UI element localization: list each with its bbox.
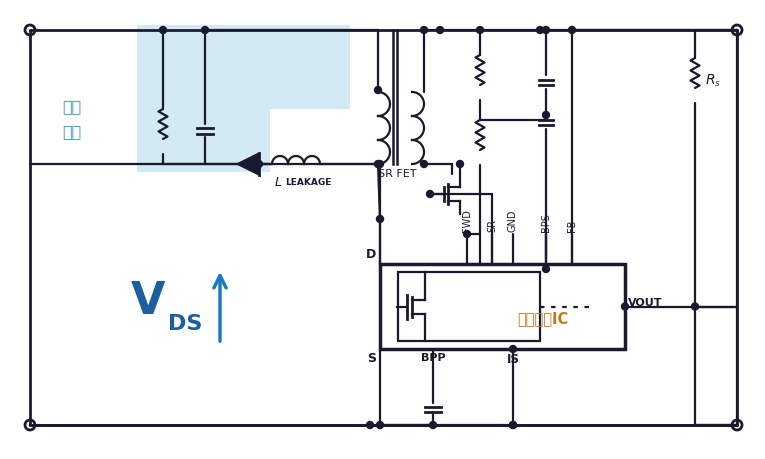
Text: SR FET: SR FET: [379, 169, 417, 179]
Text: GND: GND: [508, 209, 518, 232]
Text: SR: SR: [487, 219, 497, 232]
Circle shape: [366, 421, 373, 429]
Circle shape: [457, 161, 464, 168]
Text: S: S: [367, 352, 376, 365]
Circle shape: [542, 265, 549, 273]
Circle shape: [376, 215, 383, 223]
Circle shape: [421, 161, 428, 168]
Circle shape: [201, 27, 209, 34]
Text: $_S$: $_S$: [714, 79, 721, 89]
Bar: [380, 264, 625, 349]
Circle shape: [542, 112, 549, 118]
Text: FWD: FWD: [462, 209, 472, 232]
Text: D: D: [366, 248, 376, 261]
Polygon shape: [137, 25, 350, 172]
Circle shape: [376, 161, 383, 168]
Polygon shape: [237, 153, 259, 175]
Circle shape: [509, 421, 516, 429]
Text: BPS: BPS: [541, 213, 551, 232]
Text: BPP: BPP: [421, 353, 445, 363]
Circle shape: [421, 27, 428, 34]
Circle shape: [509, 346, 516, 353]
Circle shape: [375, 161, 382, 168]
Text: $L$: $L$: [274, 176, 282, 189]
Circle shape: [427, 190, 434, 197]
Text: FB: FB: [567, 219, 577, 232]
Text: 初级
钳位: 初级 钳位: [63, 99, 82, 139]
Circle shape: [477, 27, 483, 34]
Circle shape: [256, 161, 262, 168]
Circle shape: [621, 303, 629, 310]
Circle shape: [692, 303, 698, 310]
Circle shape: [536, 27, 543, 34]
Text: DS: DS: [168, 314, 202, 335]
Circle shape: [437, 27, 444, 34]
Text: VOUT: VOUT: [628, 298, 662, 308]
Text: $\mathbf{V}$: $\mathbf{V}$: [130, 280, 166, 323]
Circle shape: [509, 421, 516, 429]
Text: $R$: $R$: [705, 73, 715, 87]
Circle shape: [542, 27, 549, 34]
Circle shape: [375, 86, 382, 94]
Circle shape: [376, 421, 383, 429]
Bar: [398, 272, 540, 341]
Text: IS: IS: [506, 353, 519, 366]
Circle shape: [429, 421, 437, 429]
Circle shape: [159, 27, 167, 34]
Circle shape: [568, 27, 575, 34]
Circle shape: [464, 230, 470, 237]
Text: 次级控制IC: 次级控制IC: [517, 311, 568, 326]
Text: LEAKAGE: LEAKAGE: [285, 178, 331, 187]
